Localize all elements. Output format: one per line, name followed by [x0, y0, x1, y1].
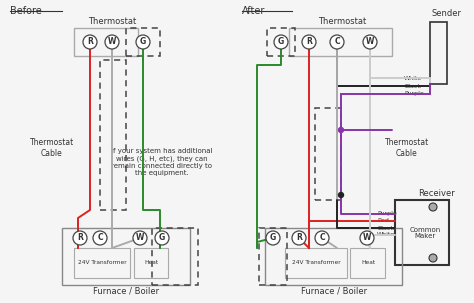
Bar [134, 248, 168, 278]
Bar [152, 228, 198, 285]
Circle shape [83, 35, 97, 49]
Circle shape [266, 231, 280, 245]
Circle shape [338, 128, 344, 132]
Text: 24V Transformer: 24V Transformer [78, 261, 126, 265]
Circle shape [274, 35, 288, 49]
Text: W: W [366, 38, 374, 46]
Text: Receiver: Receiver [419, 188, 456, 198]
Text: Common
Maker: Common Maker [410, 227, 441, 239]
Text: White: White [377, 232, 395, 238]
Circle shape [363, 35, 377, 49]
Text: R: R [296, 234, 302, 242]
Text: R: R [77, 234, 83, 242]
Bar [395, 200, 449, 265]
Circle shape [133, 231, 147, 245]
Text: G: G [278, 38, 284, 46]
Circle shape [302, 35, 316, 49]
Bar [350, 248, 385, 278]
Circle shape [105, 35, 119, 49]
Circle shape [315, 231, 329, 245]
Circle shape [292, 231, 306, 245]
Text: W: W [136, 234, 144, 242]
Circle shape [330, 35, 344, 49]
Text: Purple: Purple [377, 211, 397, 217]
Text: Red: Red [377, 218, 389, 224]
Text: Thermostat
Cable: Thermostat Cable [30, 138, 74, 158]
Text: Black: Black [377, 225, 394, 231]
Text: Purple: Purple [404, 92, 424, 96]
Text: 24V Transformer: 24V Transformer [292, 261, 340, 265]
Text: W: W [108, 38, 116, 46]
Bar [289, 28, 392, 56]
Bar [259, 228, 287, 285]
Text: Furnace / Boiler: Furnace / Boiler [301, 287, 367, 295]
Text: W: W [363, 234, 371, 242]
Text: C: C [97, 234, 103, 242]
Text: C: C [319, 234, 325, 242]
Text: R: R [87, 38, 93, 46]
Circle shape [73, 231, 87, 245]
Text: Thermostat
Cable: Thermostat Cable [385, 138, 429, 158]
Text: If your system has additional
wires (G, H, etc), they can
remain connected direc: If your system has additional wires (G, … [111, 148, 213, 176]
Bar [62, 228, 190, 285]
Text: G: G [159, 234, 165, 242]
Text: After: After [242, 6, 265, 16]
Text: G: G [140, 38, 146, 46]
Text: White: White [404, 75, 422, 81]
Bar [265, 228, 402, 285]
Text: Sender: Sender [432, 9, 462, 18]
Text: G: G [270, 234, 276, 242]
Circle shape [155, 231, 169, 245]
Circle shape [429, 203, 437, 211]
Bar [285, 248, 347, 278]
Text: Before: Before [10, 6, 42, 16]
Circle shape [93, 231, 107, 245]
Bar [315, 108, 341, 200]
Circle shape [429, 254, 437, 262]
Circle shape [136, 35, 150, 49]
Bar [100, 60, 126, 210]
Text: Heat: Heat [361, 261, 375, 265]
Text: Black: Black [404, 84, 421, 88]
Bar [267, 28, 295, 56]
Text: Heat: Heat [144, 261, 158, 265]
Bar [74, 28, 138, 56]
Text: Thermostat: Thermostat [88, 18, 136, 26]
Bar [126, 28, 160, 56]
Text: R: R [306, 38, 312, 46]
Bar [74, 248, 130, 278]
Bar [430, 22, 447, 84]
Circle shape [360, 231, 374, 245]
Text: Furnace / Boiler: Furnace / Boiler [93, 287, 159, 295]
Text: Thermostat: Thermostat [318, 18, 366, 26]
Text: C: C [334, 38, 340, 46]
Circle shape [338, 192, 344, 198]
